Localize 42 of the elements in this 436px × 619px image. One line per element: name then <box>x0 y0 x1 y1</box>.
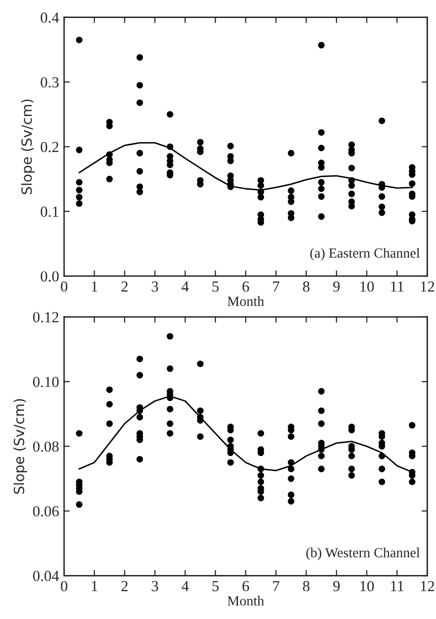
x-tick-label: 11 <box>391 281 404 292</box>
y-tick-label: 0.2 <box>40 142 58 152</box>
x-tick-label: 0 <box>60 580 68 592</box>
x-tick-label: 2 <box>121 281 128 292</box>
y-tick-label: 0.0 <box>40 271 59 282</box>
x-tick-label: 7 <box>273 581 280 592</box>
x-tick-label: 2 <box>121 581 128 592</box>
x-axis-title: Month <box>228 296 264 306</box>
x-tick-label: 12 <box>420 281 434 292</box>
x-tick-label: 10 <box>360 281 374 292</box>
y-axis-title: Slope (Sv/cm) <box>21 100 35 194</box>
x-tick-label: 0 <box>60 281 68 292</box>
x-tick-label: 6 <box>242 581 250 592</box>
y-axis-title: Slope (Sv/cm) <box>13 399 27 494</box>
x-tick-label: 8 <box>302 281 310 292</box>
x-tick-label: 9 <box>333 581 340 592</box>
y-tick-label: 0.04 <box>33 570 59 582</box>
y-tick-label: 0.08 <box>33 441 59 452</box>
x-tick-label: 9 <box>333 281 340 292</box>
x-tick-label: 12 <box>420 581 434 592</box>
x-tick-label: 10 <box>360 580 374 592</box>
y-tick-label: 0.1 <box>40 206 58 217</box>
x-tick-label: 4 <box>182 581 189 592</box>
y-tick-label: 0.12 <box>33 312 58 322</box>
x-axis-title: Month <box>228 596 264 606</box>
y-tick-label: 0.4 <box>40 12 59 23</box>
x-tick-label: 6 <box>242 281 250 292</box>
x-tick-label: 1 <box>92 581 98 592</box>
y-tick-label: 0.06 <box>33 506 59 516</box>
x-tick-label: 11 <box>391 581 404 592</box>
annotation: (b) Western Channel <box>306 548 420 560</box>
x-tick-label: 3 <box>152 281 158 292</box>
y-tick-label: 0.10 <box>33 376 59 388</box>
y-tick-label: 0.3 <box>40 77 59 88</box>
x-tick-label: 8 <box>302 580 310 592</box>
x-tick-label: 3 <box>152 581 158 592</box>
x-tick-label: 5 <box>212 581 219 592</box>
x-tick-label: 1 <box>92 281 98 292</box>
x-tick-label: 4 <box>182 281 189 292</box>
x-tick-label: 5 <box>212 282 219 292</box>
x-tick-label: 7 <box>273 282 280 292</box>
annotation: (a) Eastern Channel <box>310 248 420 261</box>
